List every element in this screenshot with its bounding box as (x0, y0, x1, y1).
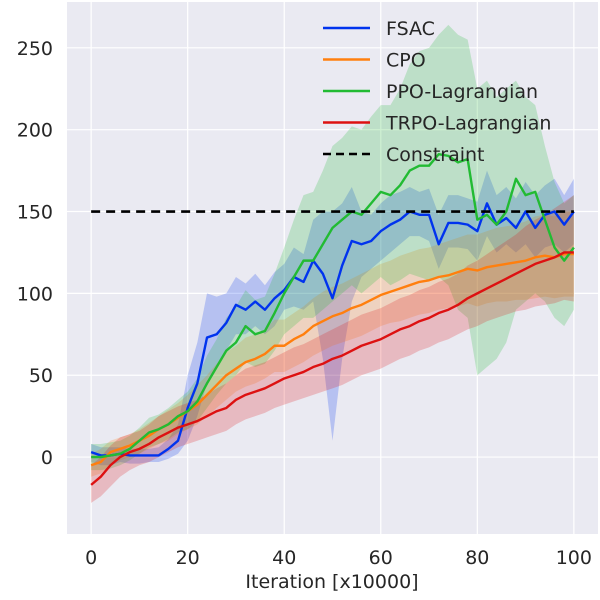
x-tick-label-1: 20 (176, 547, 200, 569)
legend-label-3: TRPO-Lagrangian (385, 113, 551, 135)
band-series-2 (91, 24, 574, 471)
y-tick-label-0: 0 (41, 447, 53, 469)
series-lines (90, 153, 575, 486)
x-tick-label-3: 60 (369, 547, 393, 569)
y-tick-label-1: 50 (29, 365, 53, 387)
x-tick-label-4: 80 (465, 547, 489, 569)
legend: FSAC CPO PPO-Lagrangian TRPO-Lagrangian Cons… (323, 18, 551, 166)
y-tick-labels: 0 50 100 150 200 250 (17, 38, 53, 469)
y-tick-label-4: 200 (17, 120, 53, 142)
band-series-1 (91, 211, 574, 477)
band-series-0 (91, 170, 574, 466)
x-axis-label: Iteration [x10000] (245, 571, 418, 593)
x-tick-label-2: 40 (272, 547, 296, 569)
line-series-2 (91, 153, 575, 459)
legend-label-2: PPO-Lagrangian (386, 81, 538, 103)
y-tick-label-2: 100 (17, 283, 53, 305)
x-tick-label-5: 100 (556, 547, 592, 569)
x-tick-label-0: 0 (85, 547, 97, 569)
y-tick-label-3: 150 (17, 202, 53, 224)
line-series-0 (90, 202, 575, 457)
x-tick-labels: 0 20 40 60 80 100 (85, 547, 592, 569)
y-tick-label-5: 250 (17, 38, 53, 60)
confidence-bands (91, 24, 574, 503)
line-series-3 (90, 251, 574, 486)
legend-label-0: FSAC (386, 18, 435, 40)
legend-label-4: Constraint (386, 144, 485, 166)
band-series-3 (91, 195, 574, 503)
legend-label-1: CPO (386, 50, 426, 72)
